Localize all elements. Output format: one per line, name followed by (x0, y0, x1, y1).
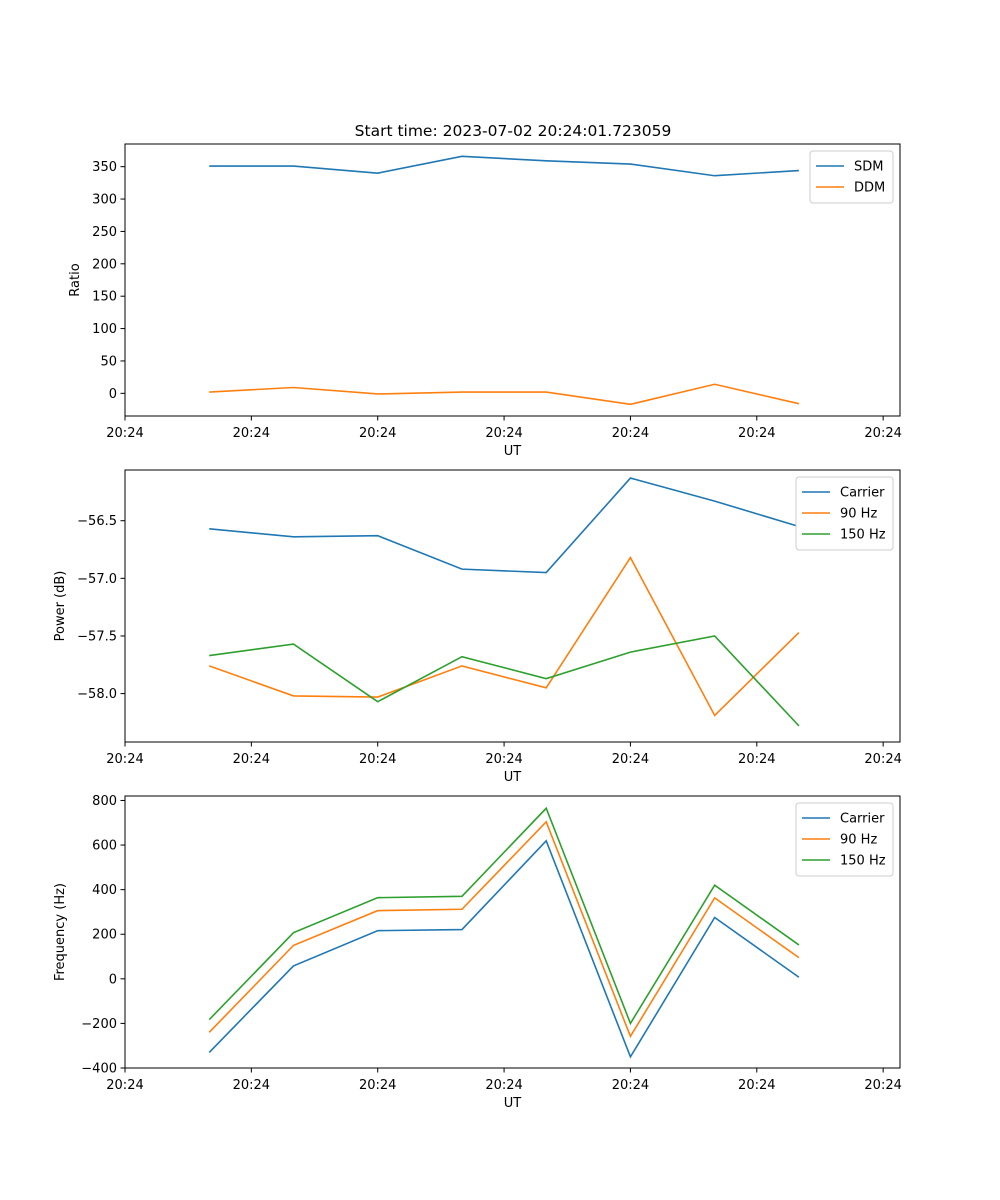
ratio-legend-label-ddm: DDM (854, 181, 885, 196)
ratio-x-tick-label: 20:24 (612, 426, 649, 441)
power-y-tick-label: −58.0 (77, 687, 117, 702)
frequency-series-90-hz-line (208, 820, 800, 1039)
figure-title: Start time: 2023-07-02 20:24:01.723059 (355, 122, 672, 140)
ratio-x-axis-label: UT (504, 444, 522, 459)
ratio-chart-panel: 20:24 20:24 20:24 20:24 20:24 20:24 20:24 0 50 10… (68, 143, 902, 459)
power-x-axis-label: UT (504, 770, 522, 785)
frequency-x-axis-label: UT (504, 1096, 522, 1111)
power-axes-frame (124, 469, 901, 743)
frequency-legend-label-carrier: Carrier (840, 812, 885, 827)
power-y-tick-label: −57.5 (77, 629, 117, 644)
power-y-tick-label: −57.0 (77, 572, 117, 587)
ratio-y-tick-label: 0 (109, 387, 117, 402)
frequency-x-tick-label: 20:24 (864, 1078, 901, 1093)
power-x-tick-label: 20:24 (106, 752, 143, 767)
ratio-legend: SDM DDM (809, 150, 894, 204)
frequency-y-tick-label: 0 (109, 972, 117, 987)
frequency-series-carrier-line (208, 839, 800, 1059)
power-series-150-hz-line (209, 635, 800, 727)
power-legend-label-90-hz: 90 Hz (840, 507, 877, 522)
power-x-tick-label: 20:24 (738, 752, 775, 767)
ratio-y-tick-label: 100 (92, 322, 117, 337)
ratio-x-tick-label: 20:24 (485, 426, 522, 441)
ratio-x-tick-label: 20:24 (106, 426, 143, 441)
ratio-y-tick-label: 200 (92, 257, 117, 272)
power-series-90-hz-line (208, 556, 800, 717)
power-legend-label-150-hz: 150 Hz (840, 528, 886, 543)
frequency-legend-box (795, 802, 894, 877)
frequency-x-tick-label: 20:24 (738, 1078, 775, 1093)
ratio-legend-box (809, 150, 894, 204)
frequency-y-tick-label: 800 (92, 794, 117, 809)
power-x-tick-label: 20:24 (612, 752, 649, 767)
frequency-y-tick-label: −400 (81, 1062, 117, 1077)
power-y-axis-label: Power (dB) (53, 571, 68, 642)
frequency-chart-panel: 20:24 20:24 20:24 20:24 20:24 20:24 20:24−400−… (53, 794, 902, 1111)
frequency-x-tick-label: 20:24 (359, 1078, 396, 1093)
frequency-x-tick-label: 20:24 (233, 1078, 270, 1093)
ratio-y-tick-label: 300 (92, 193, 117, 208)
ratio-y-tick-label: 350 (92, 160, 117, 175)
frequency-legend: Carrier 90 Hz 150 Hz (795, 802, 894, 877)
frequency-legend-label-90-hz: 90 Hz (840, 833, 877, 848)
frequency-y-tick-label: 200 (92, 928, 117, 943)
ratio-x-tick-label: 20:24 (738, 426, 775, 441)
ratio-x-tick-label: 20:24 (233, 426, 270, 441)
ratio-y-tick-label: 50 (100, 354, 117, 369)
ratio-y-tick-label: 250 (92, 225, 117, 240)
frequency-series-150-hz-line (208, 806, 800, 1026)
frequency-axes-frame (124, 795, 901, 1069)
frequency-y-tick-label: 600 (92, 839, 117, 854)
ratio-x-tick-label: 20:24 (359, 426, 396, 441)
frequency-x-tick-label: 20:24 (612, 1078, 649, 1093)
frequency-x-tick-label: 20:24 (106, 1078, 143, 1093)
frequency-y-axis-label: Frequency (Hz) (53, 883, 68, 981)
frequency-y-tick-label: 400 (92, 883, 117, 898)
ratio-series-sdm-line (209, 155, 799, 177)
power-legend-box (795, 476, 894, 551)
frequency-legend-label-150-hz: 150 Hz (840, 854, 886, 869)
ratio-axes-frame (124, 143, 901, 417)
power-x-tick-label: 20:24 (864, 752, 901, 767)
power-chart-panel: 20:24 20:24 20:24 20:24 20:24 20:24 20:24 −58.0… (53, 469, 902, 785)
ratio-x-tick-label: 20:24 (864, 426, 901, 441)
ratio-series-ddm-line (209, 383, 800, 406)
power-legend: Carrier 90 Hz 150 Hz (795, 476, 894, 551)
ratio-y-tick-label: 150 (92, 290, 117, 305)
frequency-y-tick-label: −200 (81, 1017, 117, 1032)
power-series-carrier-line (209, 477, 800, 574)
power-x-tick-label: 20:24 (359, 752, 396, 767)
ratio-y-axis-label: Ratio (68, 263, 83, 296)
power-x-tick-label: 20:24 (233, 752, 270, 767)
power-legend-label-carrier: Carrier (840, 486, 885, 501)
power-y-tick-label: −56.5 (77, 514, 117, 529)
power-x-tick-label: 20:24 (485, 752, 522, 767)
ratio-legend-label-sdm: SDM (854, 160, 883, 175)
frequency-x-tick-label: 20:24 (485, 1078, 522, 1093)
